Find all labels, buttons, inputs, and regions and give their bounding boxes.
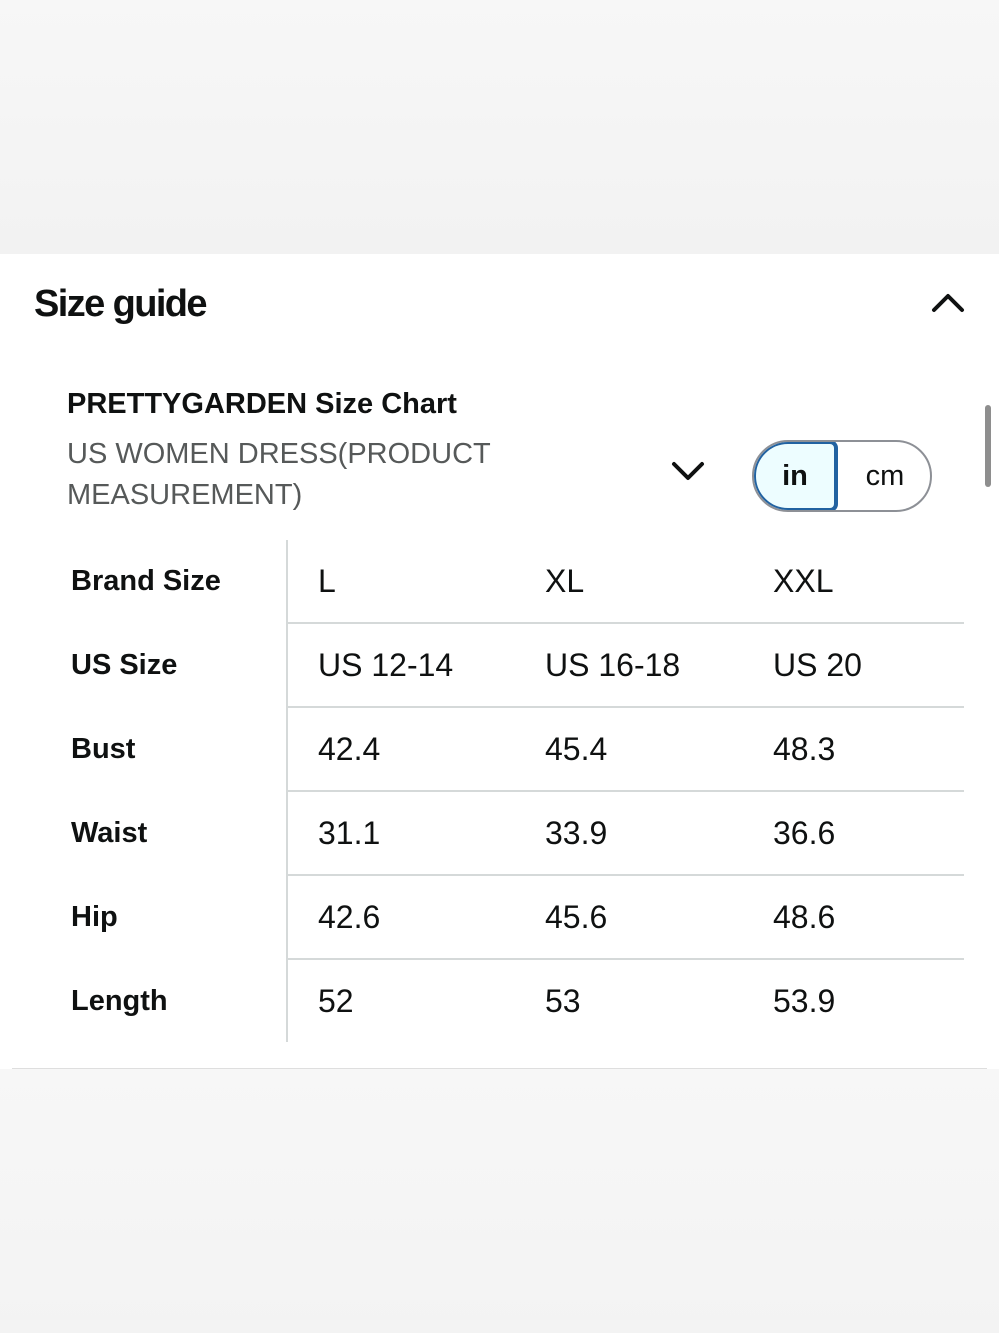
size-guide-title: Size guide [34,283,208,325]
table-column-divider [286,540,288,1042]
row-divider [288,874,964,876]
row-label: Brand Size [71,564,221,597]
page-background-bottom [0,1069,999,1333]
table-cell: 52 [318,982,354,1019]
row-label: Bust [71,732,136,765]
page-background-top [0,0,999,254]
table-row-bust: Bust 42.4 45.4 48.3 [40,708,964,792]
table-cell: 53 [545,982,581,1019]
row-label: Waist [71,816,148,849]
table-cell: L [318,562,336,599]
size-guide-panel [0,254,999,1069]
size-chart-subtitle: US WOMEN DRESS(PRODUCT MEASUREMENT) [67,438,491,511]
table-cell: 48.6 [773,898,836,935]
row-divider [288,790,964,792]
table-cell: 45.4 [545,730,608,767]
table-cell: 45.6 [545,898,608,935]
table-row-length: Length 52 53 53.9 [40,960,964,1044]
row-divider [288,622,964,624]
table-cell: 42.4 [318,730,381,767]
table-row-hip: Hip 42.6 45.6 48.6 [40,876,964,960]
row-label: US Size [71,648,178,681]
table-cell: 36.6 [773,814,836,851]
table-cell: XXL [773,562,834,599]
chart-type-dropdown[interactable] [664,450,712,494]
chevron-up-icon [932,294,964,312]
row-label: Hip [71,900,118,933]
unit-toggle: in cm [752,440,932,512]
table-cell: 42.6 [318,898,381,935]
table-cell: US 16-18 [545,646,681,683]
row-label: Length [71,984,168,1017]
size-chart-title: PRETTYGARDEN Size Chart [67,388,457,420]
size-table: Brand Size L XL XXL US Size US 12-14 US … [40,540,964,1042]
table-cell: 33.9 [545,814,608,851]
table-cell: 53.9 [773,982,836,1019]
table-row-us-size: US Size US 12-14 US 16-18 US 20 [40,624,964,708]
collapse-button[interactable] [924,280,972,324]
table-cell: XL [545,562,585,599]
table-row-brand-size: Brand Size L XL XXL [40,540,964,624]
scrollbar-thumb[interactable] [985,405,991,487]
table-cell: US 12-14 [318,646,454,683]
table-cell: 48.3 [773,730,836,767]
unit-option-in[interactable]: in [754,442,838,510]
table-cell: 31.1 [318,814,381,851]
row-divider [288,706,964,708]
unit-option-cm[interactable]: cm [865,459,905,492]
row-divider [288,958,964,960]
table-row-waist: Waist 31.1 33.9 36.6 [40,792,964,876]
table-cell: US 20 [773,646,862,683]
chevron-down-icon [672,462,704,480]
